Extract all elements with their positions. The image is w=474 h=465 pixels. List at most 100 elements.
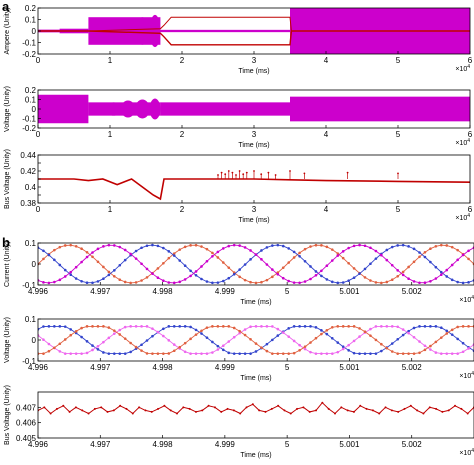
phase-1-marker-20: [145, 325, 149, 328]
point-18: [150, 410, 153, 413]
phase-0-marker-68: [407, 265, 410, 269]
phase-0-marker-45: [281, 266, 285, 269]
phase-0-marker-10: [91, 344, 94, 347]
phase-2-marker-40: [254, 253, 258, 256]
phase-2-marker-79: [467, 325, 470, 328]
x-tick-label-1: 1: [108, 205, 113, 214]
point-54: [378, 412, 381, 415]
phase-2-marker-43: [271, 268, 274, 271]
phase-0-marker-55: [336, 341, 340, 344]
point-48: [340, 406, 343, 409]
point-45: [321, 401, 324, 404]
phase-2-marker-63: [380, 342, 383, 346]
phase-1-marker-70: [418, 251, 421, 254]
phase-2-marker-43: [271, 352, 274, 355]
x-tick-label-3: 4.999: [215, 440, 236, 449]
phase-0-marker-18: [134, 281, 138, 284]
phase-1-marker-26: [178, 259, 181, 262]
phase-2-marker-37: [238, 244, 241, 247]
phase-1-marker-24: [167, 250, 171, 253]
phase-2-marker-28: [189, 337, 192, 341]
phase-1-marker-75: [445, 275, 449, 278]
phase-0-marker-16: [123, 352, 127, 355]
point-29: [220, 410, 223, 413]
phase-0-marker-67: [401, 333, 405, 337]
phase-2-marker-63: [380, 253, 383, 257]
phase-2-marker-7: [74, 265, 78, 269]
phase-1-marker-36: [232, 335, 236, 339]
phase-0-marker-57: [347, 349, 350, 352]
phase-1-marker-41: [260, 325, 263, 328]
phase-2-marker-22: [156, 352, 160, 355]
phase-1-marker-78: [461, 281, 465, 285]
phase-1-marker-53: [325, 278, 329, 281]
phase-1-marker-77: [456, 280, 459, 284]
x-multiplier-exponent: 4: [471, 448, 474, 454]
phase-2-marker-51: [314, 274, 318, 277]
x-multiplier: ×104: [459, 448, 474, 457]
phase-2-line: [38, 244, 474, 284]
x-tick-label-5: 5.001: [339, 287, 360, 296]
phase-1-marker-57: [347, 343, 350, 347]
phase-2-marker-6: [69, 333, 72, 337]
phase-1-marker-17: [129, 325, 132, 328]
phase-2-marker-21: [151, 352, 154, 355]
phase-0-marker-40: [254, 350, 258, 353]
point-64: [441, 410, 444, 413]
phase-0-marker-34: [222, 348, 225, 352]
phase-1-marker-31: [205, 352, 209, 355]
phase-2-marker-30: [200, 329, 203, 333]
phase-0-marker-29: [194, 328, 198, 332]
phase-2-marker-36: [232, 243, 236, 247]
phase-2-marker-71: [423, 281, 427, 285]
phase-1-marker-35: [227, 340, 231, 343]
phase-2-marker-72: [429, 344, 432, 348]
x-tick-label-4: 5: [285, 363, 290, 372]
phase-2-marker-14: [113, 329, 116, 332]
phase-0-marker-19: [140, 279, 143, 282]
phase-2-marker-29: [194, 270, 198, 273]
phase-2-marker-45: [281, 276, 285, 280]
point-46: [327, 407, 330, 410]
phase-2-marker-2: [47, 349, 51, 353]
phase-1-marker-18: [134, 249, 138, 253]
phase-1-marker-49: [303, 347, 307, 351]
phase-0-marker-79: [467, 257, 470, 261]
phase-1-marker-21: [151, 243, 154, 247]
point-5: [68, 410, 71, 413]
phase-2-marker-5: [63, 338, 67, 341]
x-tick-label-6: 5.002: [402, 440, 423, 449]
x-tick-label-0: 0: [36, 130, 41, 139]
phase-2-marker-10: [91, 325, 94, 328]
phase-2-marker-75: [445, 332, 449, 335]
phase-2-marker-6: [69, 270, 72, 274]
phase-0-marker-7: [74, 244, 78, 248]
phase-1-marker-29: [194, 352, 198, 355]
phase-0-marker-72: [429, 325, 432, 328]
phase-1-marker-67: [401, 243, 405, 247]
phase-2-marker-24: [167, 352, 171, 355]
point-66: [454, 404, 457, 407]
point-19: [157, 407, 160, 410]
phase-2-marker-78: [461, 253, 465, 257]
phase-2-marker-42: [265, 349, 269, 353]
phase-0-marker-9: [85, 340, 89, 343]
phase-1-marker-11: [96, 344, 100, 348]
phase-2-marker-45: [281, 352, 285, 355]
phase-1-marker-7: [74, 277, 78, 280]
phase-1-marker-8: [80, 279, 83, 283]
phase-1-marker-52: [320, 352, 323, 355]
phase-0-marker-3: [53, 248, 56, 252]
phase-0-marker-60: [363, 352, 367, 355]
phase-1-marker-74: [440, 270, 443, 274]
x-tick-label-1: 4.997: [90, 363, 111, 372]
phase-1-marker-38: [243, 328, 247, 331]
phase-0-marker-56: [341, 256, 345, 260]
phase-1-marker-61: [369, 327, 372, 331]
plot-area: [38, 401, 474, 415]
phase-0-marker-73: [434, 325, 438, 328]
y-tick-label-2: 0: [32, 105, 37, 114]
phase-0-marker-54: [331, 248, 334, 251]
